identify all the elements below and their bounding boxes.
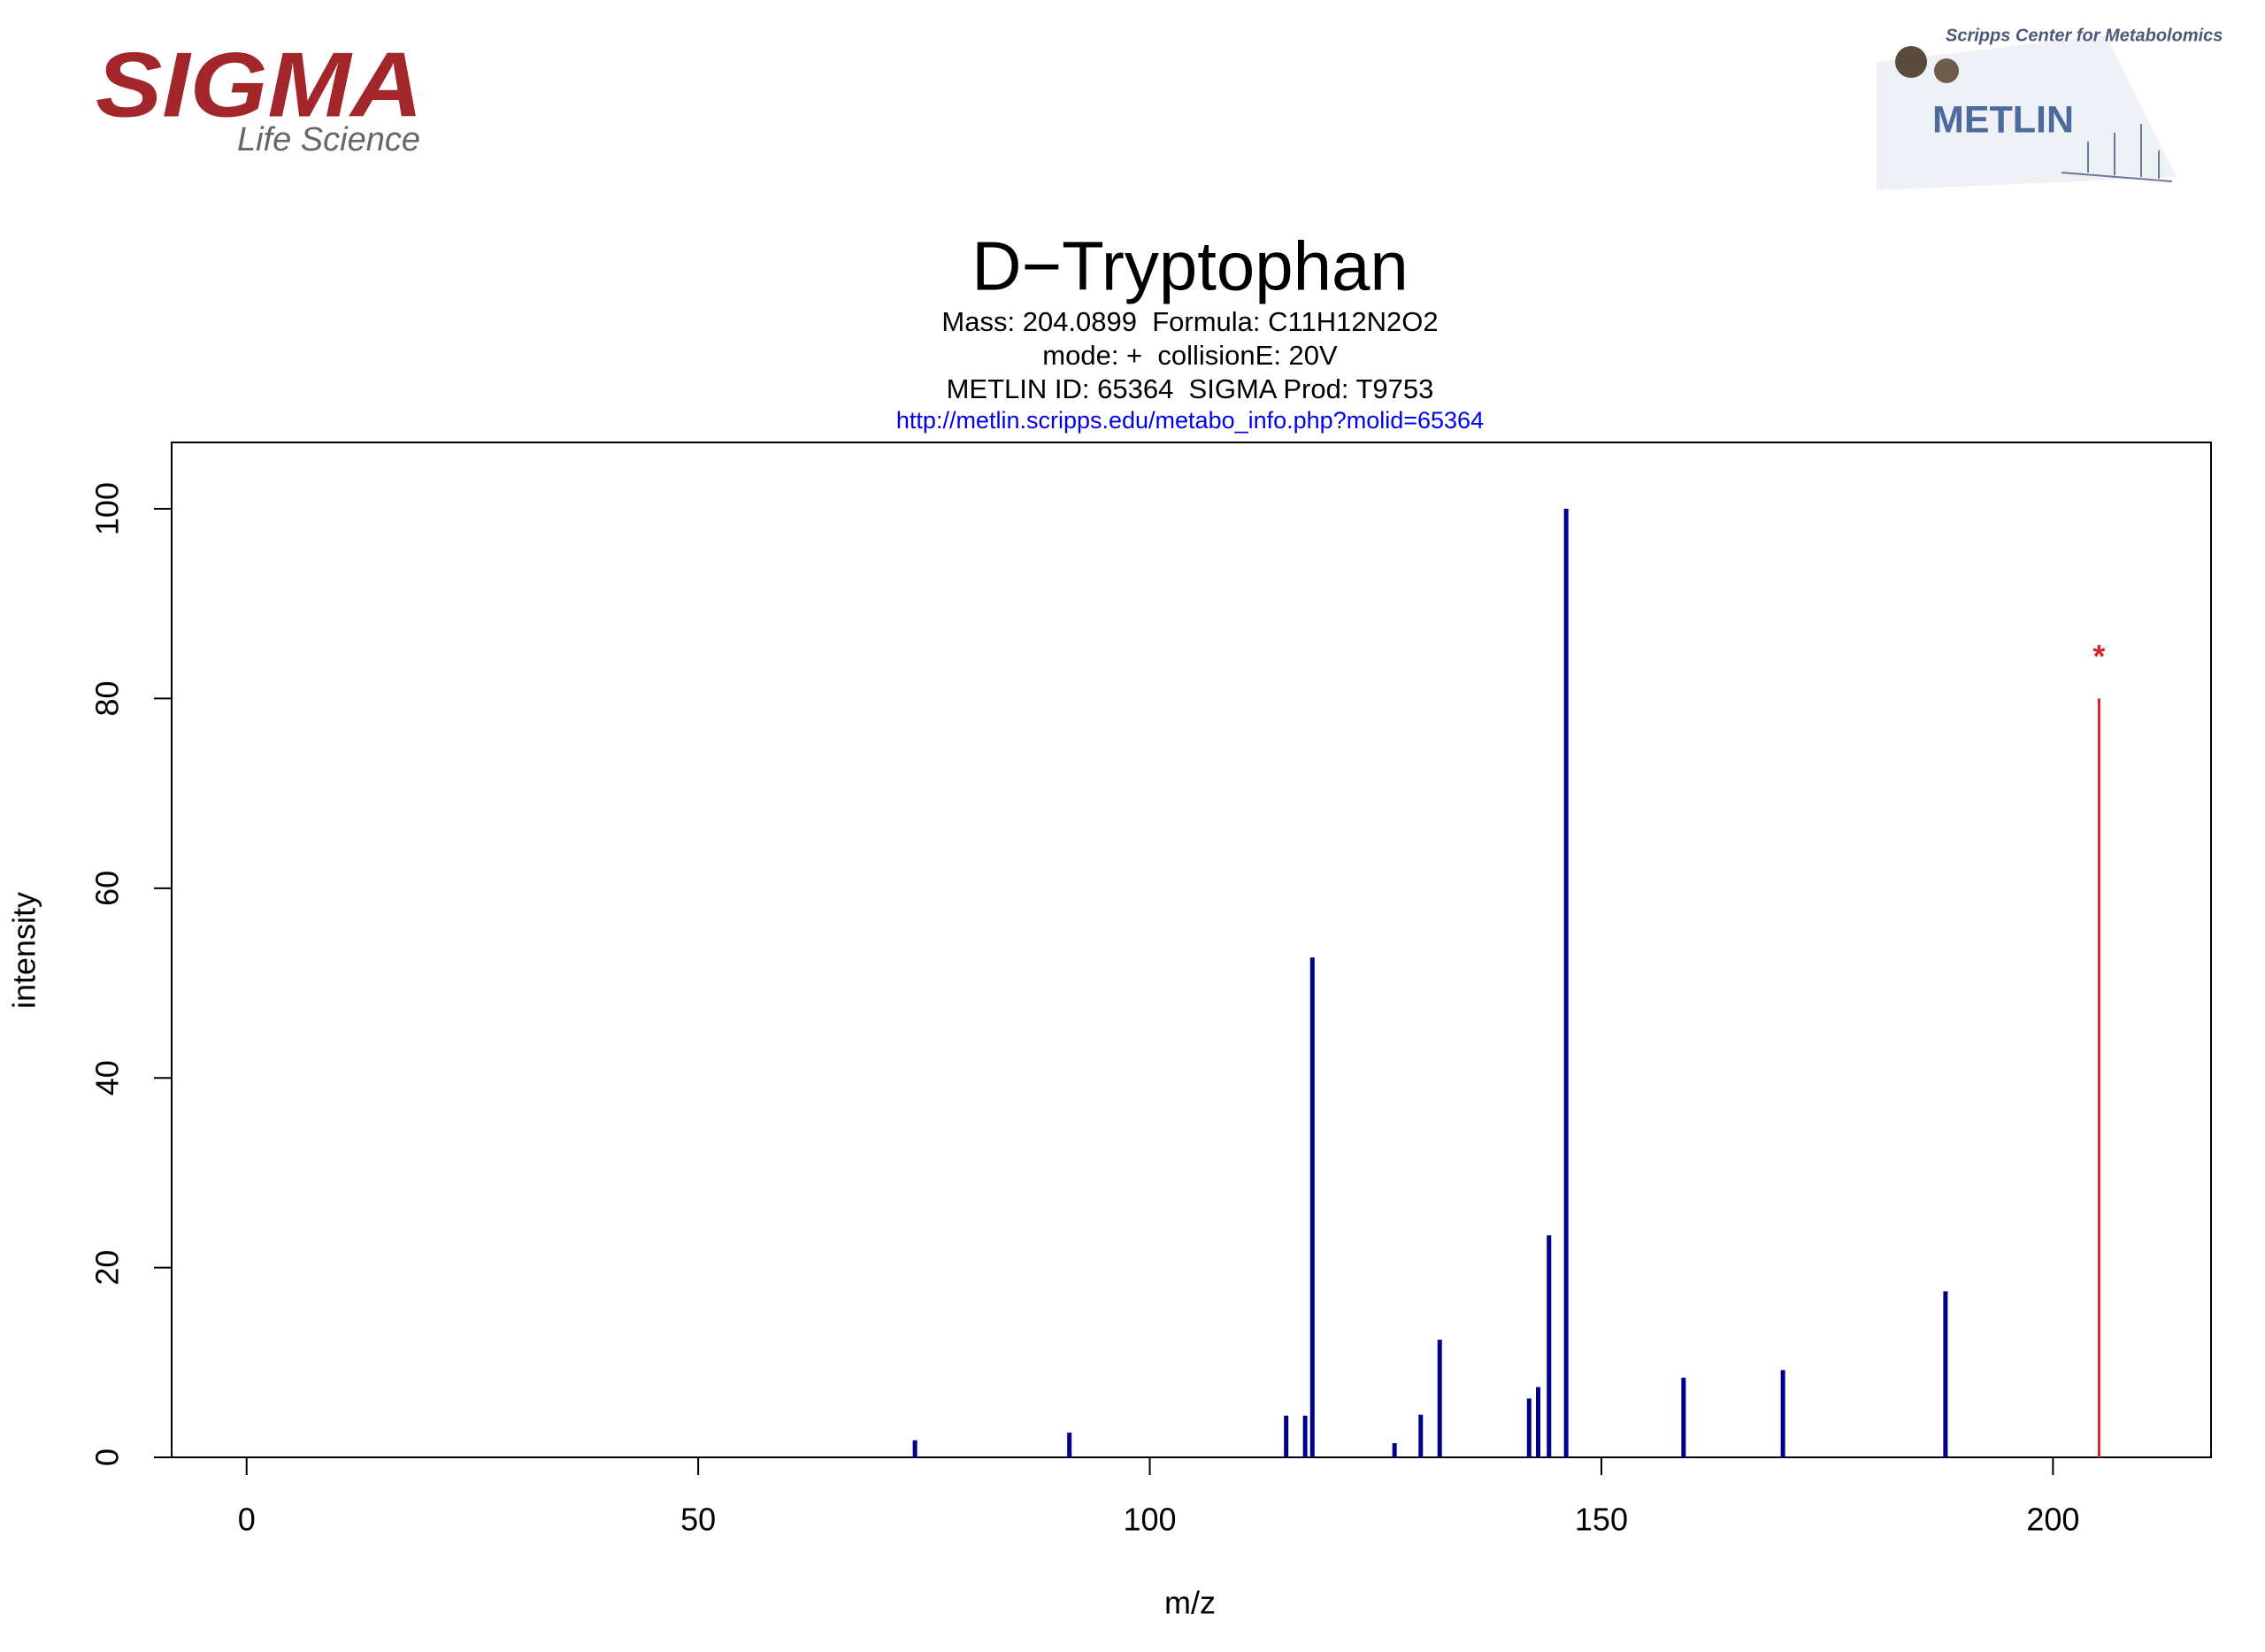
- metlin-caption: Scripps Center for Metabolomics: [1946, 26, 2223, 45]
- link[interactable]: http://metlin.scripps.edu/metabo_info.ph…: [896, 407, 1484, 434]
- sigma-name: SIGMA: [96, 34, 423, 136]
- y-tick-label: 20: [89, 1250, 126, 1286]
- y-axis-label: intensity: [6, 892, 42, 1009]
- logo-lines: [2061, 124, 2173, 182]
- y-tick-label: 80: [89, 680, 126, 716]
- subtitle: Mass: 204.0899 Formula: C11H12N2O2: [941, 306, 1438, 337]
- subtitle: mode: + collisionE: 20V: [1042, 340, 1338, 371]
- x-tick-label: 50: [680, 1502, 716, 1538]
- y-tick-label: 100: [89, 482, 126, 535]
- x-tick-label: 150: [1575, 1502, 1628, 1538]
- sigma-tagline: Life Science: [237, 121, 420, 158]
- plot-frame: [171, 442, 2212, 1458]
- x-tick-label: 200: [2026, 1502, 2079, 1538]
- precursor-marker: *: [2092, 638, 2105, 674]
- y-tick-label: 40: [89, 1060, 126, 1095]
- y-tick-label: 0: [89, 1448, 126, 1466]
- sigma-logo: SIGMA Life Science: [96, 34, 423, 158]
- metlin-name: METLIN: [1932, 98, 2074, 141]
- logo-molecule: [1895, 46, 1927, 78]
- y-tick-label: 60: [89, 871, 126, 906]
- logo-molecule: [1934, 58, 1959, 83]
- x-tick-label: 0: [238, 1502, 256, 1538]
- x-axis-label: m/z: [1164, 1585, 1216, 1621]
- chart-title: D−Tryptophan: [971, 227, 1409, 305]
- subtitle: METLIN ID: 65364 SIGMA Prod: T9753: [947, 373, 1434, 404]
- x-tick-label: 100: [1124, 1502, 1177, 1538]
- metlin-logo: Scripps Center for Metabolomics METLIN: [1877, 26, 2223, 190]
